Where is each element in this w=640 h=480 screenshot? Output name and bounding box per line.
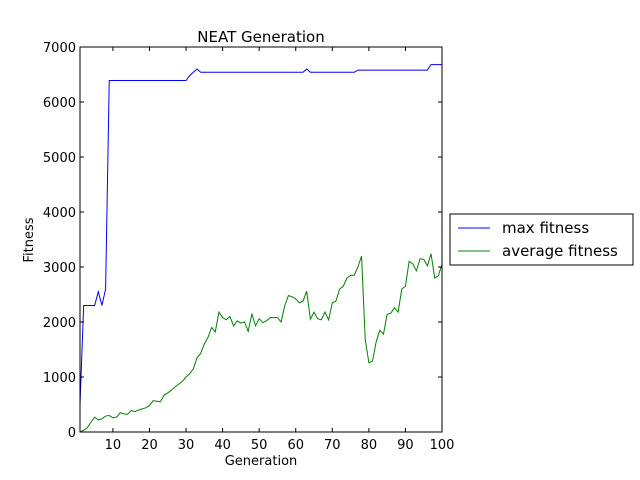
legend-label-1: average fitness	[502, 242, 618, 260]
x-tick-label: 40	[214, 438, 231, 453]
x-axis: 10 20 30 40 50 60 70 80 90 100	[105, 47, 455, 453]
x-tick-label: 50	[251, 438, 268, 453]
x-tick-label: 60	[287, 438, 304, 453]
series-layer	[79, 64, 443, 433]
x-tick-label: 90	[397, 438, 414, 453]
series-line-1	[79, 253, 443, 433]
chart-title: NEAT Generation	[197, 28, 324, 46]
legend-label-0: max fitness	[502, 219, 589, 237]
x-tick-label: 20	[141, 438, 158, 453]
x-tick-label: 70	[324, 438, 341, 453]
x-tick-label: 100	[430, 438, 455, 453]
plot-area	[79, 46, 443, 433]
y-tick-label: 7000	[43, 41, 76, 56]
x-axis-label: Generation	[225, 454, 298, 469]
series-line-0	[79, 64, 442, 405]
y-tick-label: 1000	[43, 371, 76, 386]
y-axis-label: Fitness	[22, 217, 37, 262]
x-tick-label: 10	[105, 438, 122, 453]
y-tick-label: 2000	[43, 316, 76, 331]
y-tick-label: 6000	[43, 96, 76, 111]
y-tick-label: 5000	[43, 151, 76, 166]
plot-frame	[79, 46, 443, 433]
legend: max fitness average fitness	[449, 213, 634, 266]
y-tick-label: 3000	[43, 261, 76, 276]
y-tick-label: 4000	[43, 206, 76, 221]
x-tick-label: 80	[361, 438, 378, 453]
x-tick-label: 30	[178, 438, 195, 453]
y-tick-label: 0	[68, 426, 76, 441]
y-axis: 0 1000 2000 3000 4000 5000 6000 7000	[43, 41, 442, 441]
legend-box	[449, 213, 634, 266]
